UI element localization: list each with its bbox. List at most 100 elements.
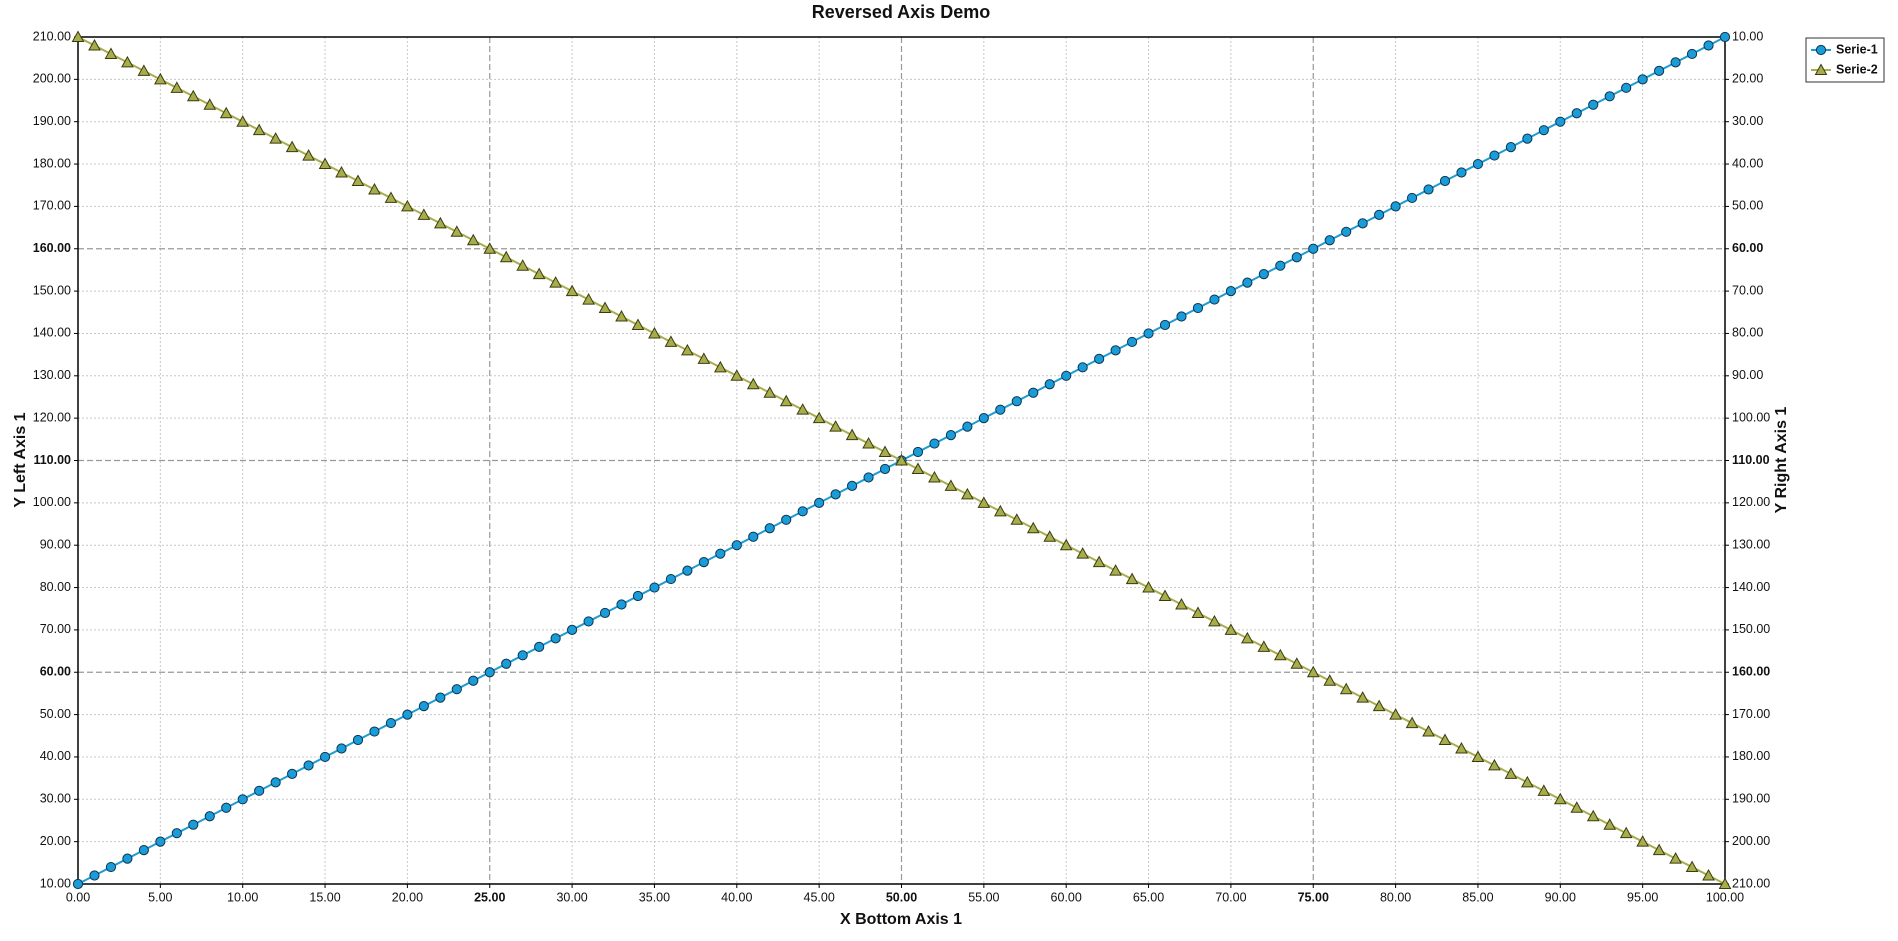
- point: [582, 293, 595, 305]
- point: [764, 523, 775, 534]
- point: [962, 421, 973, 432]
- x-tick-label: 65.00: [1133, 890, 1164, 904]
- point: [188, 819, 199, 830]
- point: [978, 413, 989, 424]
- point: [993, 504, 1007, 517]
- y-tick-label: 70.00: [40, 622, 71, 636]
- point: [649, 582, 660, 593]
- point: [664, 335, 678, 347]
- point: [1290, 657, 1304, 669]
- point: [285, 140, 299, 153]
- point: [1652, 843, 1666, 856]
- point: [1043, 530, 1057, 542]
- y-tick-label: 140.00: [33, 326, 71, 340]
- point: [137, 64, 151, 76]
- y2-tick-label: 130.00: [1732, 537, 1770, 551]
- y-tick-label: 90.00: [40, 537, 71, 551]
- point: [1619, 826, 1633, 839]
- point: [1390, 201, 1401, 212]
- point: [599, 607, 611, 619]
- point: [781, 514, 792, 525]
- legend-label: Serie-2: [1836, 62, 1878, 76]
- point: [550, 633, 561, 644]
- point: [516, 259, 530, 271]
- point: [171, 828, 182, 839]
- y2-tick-label: 160.00: [1732, 665, 1770, 679]
- point: [1356, 691, 1370, 703]
- legend-marker: [1814, 63, 1828, 75]
- y2-tick-label: 80.00: [1732, 326, 1763, 340]
- point: [862, 437, 875, 449]
- point: [368, 182, 381, 195]
- point: [1505, 142, 1516, 153]
- point: [1621, 82, 1632, 93]
- y-tick-label: 50.00: [40, 707, 71, 721]
- point: [1586, 809, 1600, 822]
- point: [1439, 175, 1451, 187]
- point: [895, 453, 908, 466]
- point: [1686, 48, 1698, 60]
- point: [1308, 243, 1319, 254]
- x-tick-label: 55.00: [968, 890, 999, 904]
- point: [1323, 674, 1337, 686]
- y2-axis-title: Y Right Axis 1: [1773, 407, 1790, 514]
- point: [1175, 597, 1188, 610]
- point: [928, 470, 941, 483]
- point: [779, 394, 793, 407]
- point: [468, 675, 479, 686]
- y2-tick-label: 10.00: [1732, 29, 1763, 43]
- point: [451, 684, 462, 695]
- y-tick-label: 60.00: [40, 665, 71, 679]
- x-tick-label: 50.00: [886, 890, 917, 904]
- point: [977, 496, 991, 508]
- y-tick-label: 80.00: [40, 580, 71, 594]
- point: [1472, 158, 1484, 170]
- point: [1537, 784, 1551, 796]
- point: [1389, 708, 1402, 720]
- y2-tick-label: 170.00: [1732, 707, 1770, 721]
- point: [1455, 741, 1468, 754]
- point: [1522, 133, 1533, 144]
- point: [812, 411, 826, 424]
- x-axis-title: X Bottom Axis 1: [840, 911, 962, 928]
- point: [1224, 623, 1238, 635]
- point: [598, 301, 612, 314]
- point: [1076, 547, 1090, 559]
- point: [1553, 792, 1567, 805]
- point: [1225, 286, 1237, 297]
- y2-tick-label: 50.00: [1732, 199, 1763, 213]
- point: [616, 599, 627, 610]
- point: [944, 479, 958, 491]
- y2-tick-label: 210.00: [1732, 876, 1770, 890]
- point: [155, 836, 166, 847]
- point: [846, 480, 858, 492]
- point: [351, 174, 365, 186]
- x-tick-label: 0.00: [66, 890, 90, 904]
- point: [1471, 750, 1485, 762]
- point: [1357, 218, 1368, 229]
- y2-tick-label: 70.00: [1732, 283, 1763, 297]
- point: [1209, 294, 1220, 305]
- point: [863, 472, 874, 483]
- y-tick-label: 160.00: [33, 241, 71, 255]
- point: [830, 489, 841, 500]
- point: [104, 47, 118, 59]
- point: [71, 30, 85, 42]
- point: [319, 751, 331, 763]
- y-tick-label: 150.00: [33, 283, 71, 297]
- point: [203, 98, 217, 110]
- plot-border: [77, 36, 1726, 885]
- x-tick-label: 85.00: [1462, 890, 1493, 904]
- x-tick-label: 80.00: [1380, 890, 1411, 904]
- point: [433, 216, 447, 229]
- point: [1125, 572, 1139, 585]
- legend-label: Serie-1: [1836, 42, 1878, 56]
- point: [501, 658, 512, 669]
- x-tick-label: 45.00: [804, 890, 835, 904]
- x-tick-label: 5.00: [148, 890, 172, 904]
- point: [615, 309, 628, 322]
- point: [1670, 57, 1681, 68]
- point: [154, 72, 167, 85]
- x-tick-label: 95.00: [1627, 890, 1658, 904]
- point: [763, 386, 777, 398]
